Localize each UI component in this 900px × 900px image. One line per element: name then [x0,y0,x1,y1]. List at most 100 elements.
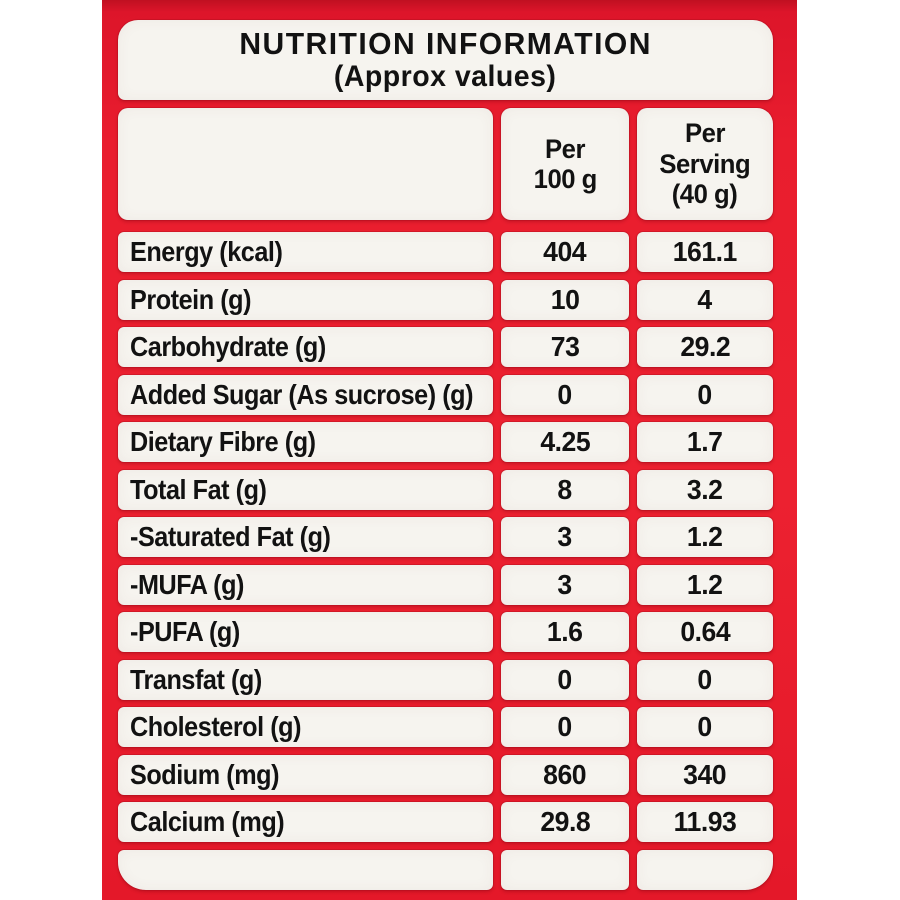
row-per-100g-cell: 3 [501,564,629,605]
row-value: 0.64 [680,616,730,647]
row-value: 0 [557,663,573,695]
row-value: 3 [557,521,573,552]
table-row-pufa: -PUFA (g) 1.6 0.64 [118,612,773,652]
row-label: -Saturated Fat (g) [130,521,331,552]
row-value: 11.93 [673,806,737,837]
table-row-dietary-fibre: Dietary Fibre (g) 4.25 1.7 [118,422,773,462]
row-value: 3 [557,568,573,600]
row-value: 0 [697,663,713,695]
package-red-panel: NUTRITION INFORMATION (Approx values) Pe… [102,0,797,900]
row-value: 161.1 [672,236,738,267]
row-per-serving-cell: 0.64 [637,612,773,652]
row-value: 0 [557,711,573,742]
row-label: Carbohydrate (g) [130,331,326,362]
row-per-serving-cell: 1.7 [637,422,773,462]
column-header-empty-cell [118,108,493,220]
row-per-100g-cell: 4.25 [501,422,629,462]
column-header-per-serving: Per Serving (40 g) [637,108,773,220]
row-value: 0 [697,711,713,742]
row-value: 1.7 [687,426,723,457]
empty-label-cell [118,849,493,890]
row-label: -MUFA (g) [130,568,244,600]
row-label-cell: Total Fat (g) [118,469,493,510]
row-per-serving-cell: 1.2 [637,564,773,605]
row-label: Added Sugar (As sucrose) (g) [130,378,474,410]
table-row-total-fat: Total Fat (g) 8 3.2 [118,469,773,510]
empty-per-serving-cell [637,849,773,890]
row-per-serving-cell: 1.2 [637,517,773,557]
row-per-serving-cell: 0 [637,659,773,700]
row-label-cell: Calcium (mg) [118,802,493,842]
row-label-cell: Sodium (mg) [118,754,493,795]
row-value: 10 [550,283,580,315]
row-label-cell: -PUFA (g) [118,612,493,652]
table-row-mufa: -MUFA (g) 3 1.2 [118,564,773,605]
row-label-cell: Cholesterol (g) [118,707,493,747]
row-label: -PUFA (g) [130,616,240,647]
row-value: 0 [557,378,573,410]
row-per-100g-cell: 3 [501,517,629,557]
row-label: Transfat (g) [130,663,262,695]
row-per-serving-cell: 11.93 [637,802,773,842]
row-per-100g-cell: 0 [501,707,629,747]
row-per-serving-cell: 340 [637,754,773,795]
column-header-row: Per 100 g Per Serving (40 g) [118,108,773,220]
row-per-serving-cell: 0 [637,707,773,747]
row-value: 4 [697,283,713,315]
row-per-100g-cell: 860 [501,754,629,795]
table-row-transfat: Transfat (g) 0 0 [118,659,773,700]
table-row-cholesterol: Cholesterol (g) 0 0 [118,707,773,747]
row-label: Dietary Fibre (g) [130,426,316,457]
row-per-100g-cell: 404 [501,232,629,272]
table-row-empty [118,849,773,890]
row-value: 29.2 [680,331,730,362]
row-value: 3.2 [687,473,723,505]
row-label: Protein (g) [130,283,252,315]
row-per-serving-cell: 161.1 [637,232,773,272]
row-label-cell: -Saturated Fat (g) [118,517,493,557]
row-label: Energy (kcal) [130,236,283,267]
row-per-serving-cell: 0 [637,374,773,415]
row-value: 340 [683,758,727,790]
row-label-cell: Dietary Fibre (g) [118,422,493,462]
row-per-serving-cell: 3.2 [637,469,773,510]
row-value: 73 [550,331,580,362]
table-row-carbohydrate: Carbohydrate (g) 73 29.2 [118,327,773,367]
column-header-per-100g: Per 100 g [501,108,629,220]
row-label-cell: Transfat (g) [118,659,493,700]
row-value: 1.6 [547,616,583,647]
nutrition-label: NUTRITION INFORMATION (Approx values) Pe… [118,20,773,890]
row-value: 1.2 [687,568,723,600]
row-label-cell: Protein (g) [118,279,493,320]
row-label-cell: Carbohydrate (g) [118,327,493,367]
row-value: 29.8 [540,806,590,837]
label-subtitle: (Approx values) [334,60,557,93]
table-row-added-sugar: Added Sugar (As sucrose) (g) 0 0 [118,374,773,415]
row-per-100g-cell: 1.6 [501,612,629,652]
row-value: 404 [543,236,587,267]
row-label-cell: Energy (kcal) [118,232,493,272]
row-value: 4.25 [540,426,590,457]
row-label: Calcium (mg) [130,806,285,837]
row-label-cell: -MUFA (g) [118,564,493,605]
row-per-100g-cell: 8 [501,469,629,510]
row-value: 8 [557,473,573,505]
row-value: 0 [697,378,713,410]
row-per-100g-cell: 0 [501,374,629,415]
label-title-box: NUTRITION INFORMATION (Approx values) [118,20,773,100]
row-per-100g-cell: 73 [501,327,629,367]
row-per-100g-cell: 29.8 [501,802,629,842]
row-per-100g-cell: 0 [501,659,629,700]
row-label: Total Fat (g) [130,473,267,505]
table-row-protein: Protein (g) 10 4 [118,279,773,320]
table-row-energy: Energy (kcal) 404 161.1 [118,232,773,272]
empty-per-100g-cell [501,849,629,890]
table-row-calcium: Calcium (mg) 29.8 11.93 [118,802,773,842]
table-row-sodium: Sodium (mg) 860 340 [118,754,773,795]
label-title: NUTRITION INFORMATION [239,26,652,61]
row-per-100g-cell: 10 [501,279,629,320]
row-per-serving-cell: 4 [637,279,773,320]
row-value: 860 [543,758,587,790]
table-row-saturated-fat: -Saturated Fat (g) 3 1.2 [118,517,773,557]
